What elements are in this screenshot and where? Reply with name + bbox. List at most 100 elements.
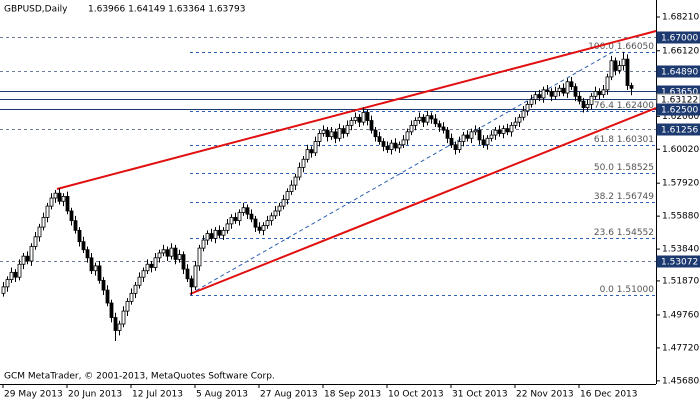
fibo-label: 100.0 1.66050 [588,42,654,52]
candle-body [197,247,202,267]
level-label: 1.63650 [661,88,698,98]
level-box [656,65,700,78]
candle-body [213,229,218,239]
candle-body [513,121,518,126]
candle-body [193,265,198,288]
candle-body [41,217,46,228]
candle-body [25,255,30,262]
candle-body [537,94,542,99]
candle-body [269,215,274,222]
candle-body [93,265,98,272]
x-tick-label: 10 Oct 2013 [388,390,444,400]
y-tick-label: 1.60020 [662,145,699,155]
candle-body [37,226,42,238]
fibo-label: 61.8 1.60301 [594,135,654,145]
candle-body [477,129,482,141]
candle-body [289,184,294,192]
candle-body [57,192,62,202]
candle-body [385,145,390,150]
candle-body [257,226,262,231]
candle-body [189,278,194,288]
candle-body [305,149,310,160]
candle-body [185,268,190,280]
x-tick-label: 27 Aug 2013 [260,390,318,400]
candle-body [129,292,134,302]
y-tick-label: 1.49760 [662,310,699,320]
y-tick-label: 1.55880 [662,212,699,222]
fibo-label: 76.4 1.62400 [594,101,654,111]
candle-body [53,192,58,199]
candle-body [149,263,154,268]
candle-body [597,91,602,96]
candle-body [313,141,318,154]
candle-body [157,252,162,259]
candle-body [341,128,346,134]
candle-body [245,207,250,215]
candle-body [109,302,114,318]
candle-body [425,115,430,123]
candle-body [85,249,90,259]
candle-body [21,255,26,265]
fibo-label: 38.2 1.56749 [594,192,654,202]
level-label: 1.53072 [661,258,698,268]
candle-body [329,131,334,138]
candle-body [33,236,38,247]
candle-body [397,144,402,149]
candle-body [249,213,254,220]
candle-body [469,131,474,139]
x-tick-label: 12 Jul 2013 [132,390,183,400]
candle-body [217,229,222,236]
candle-body [509,124,514,133]
candle-body [473,129,478,133]
fibo-label: 50.0 1.58525 [594,163,654,173]
candle-body [29,246,34,262]
x-tick-label: 29 May 2013 [4,390,63,400]
x-tick-label: 20 Jun 2013 [68,390,122,400]
trend-line-upper [56,30,657,190]
candle-body [309,149,314,154]
x-tick-label: 5 Aug 2013 [196,390,248,400]
candle-body [173,247,178,260]
x-tick-label: 31 Oct 2013 [452,390,508,400]
candle-body [65,196,70,212]
candle-body [625,58,630,86]
fibo-label: 23.6 1.54552 [594,228,654,238]
candle-body [413,120,418,126]
footer: GCM MetaTrader, © 2001-2013, MetaQuotes … [4,372,275,382]
candle-body [9,271,14,281]
candle-body [101,280,106,291]
level-box [656,31,700,44]
candle-body [333,131,338,139]
y-tick-label: 1.47720 [662,343,699,353]
candle-body [589,95,594,105]
candle-body [161,249,166,254]
candle-body [505,128,510,133]
candle-body [293,176,298,186]
candle-body [501,128,506,134]
candle-body [521,110,526,118]
candle-body [241,207,246,213]
candle-body [585,103,590,109]
candle-body [409,124,414,133]
candle-body [401,139,406,146]
candle-body [233,217,238,222]
candle-body [445,129,450,139]
candle-body [613,60,618,71]
candles [1,51,634,341]
candle-body [261,225,266,231]
candle-body [421,116,426,123]
candle-body [297,166,302,178]
candle-body [545,89,550,92]
trend-line-lower [189,107,657,295]
candle-body [45,205,50,218]
y-tick-label: 1.45680 [662,376,699,386]
candle-body [321,129,326,134]
candle-body [17,263,22,278]
candle-body [133,284,138,294]
level-label: 1.64890 [661,68,698,78]
candle-body [141,270,146,278]
candle-body [481,139,486,146]
candle-body [177,254,182,260]
candle-body [565,81,570,94]
